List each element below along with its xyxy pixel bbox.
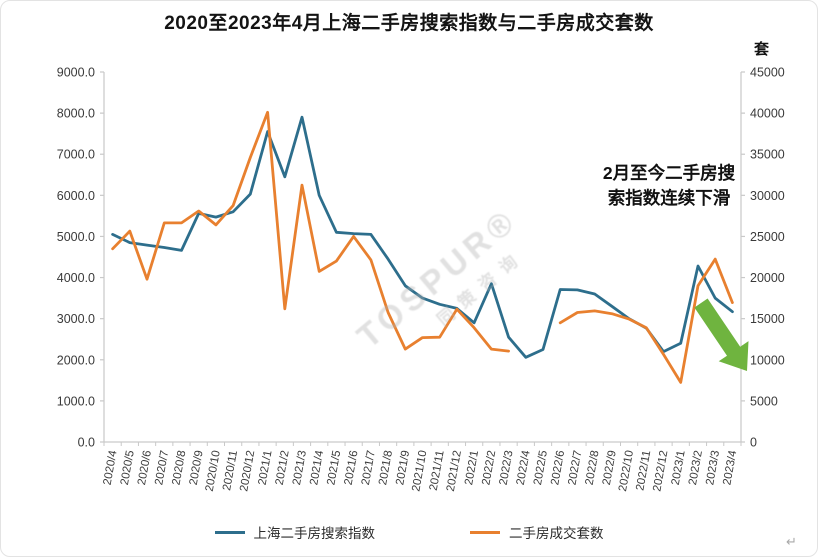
svg-text:9000.0: 9000.0 (57, 66, 95, 80)
svg-text:2022/8: 2022/8 (584, 449, 602, 486)
legend-item-search-index: 上海二手房搜索指数 (214, 522, 376, 542)
svg-text:2020/11: 2020/11 (221, 449, 240, 491)
svg-text:2023/4: 2023/4 (721, 449, 739, 486)
svg-text:1000.0: 1000.0 (57, 394, 95, 408)
line-search-index (111, 115, 734, 359)
legend-label-transactions: 二手房成交套数 (509, 526, 604, 541)
svg-text:2022/5: 2022/5 (532, 449, 550, 486)
svg-text:2021/5: 2021/5 (325, 449, 343, 486)
svg-text:2020/9: 2020/9 (188, 449, 206, 486)
down-trend-arrow-icon (694, 298, 749, 371)
svg-text:2020/7: 2020/7 (153, 449, 171, 486)
svg-text:5000: 5000 (750, 394, 778, 408)
svg-text:30000: 30000 (750, 189, 785, 203)
y-axis-right-labels: 0 5000 10000 15000 20000 25000 30000 35000 40000… (741, 66, 785, 450)
svg-text:2020/12: 2020/12 (238, 449, 257, 492)
annotation-line-2: 索指数连续下滑 (607, 188, 731, 208)
svg-text:2023/1: 2023/1 (670, 449, 688, 486)
svg-text:2021/7: 2021/7 (360, 449, 378, 486)
svg-text:0.0: 0.0 (78, 436, 95, 450)
svg-text:2022/4: 2022/4 (515, 449, 533, 486)
return-mark-icon: ↵ (786, 534, 797, 549)
chart-title: 2020至2023年4月上海二手房搜索指数与二手房成交套数 (164, 13, 654, 34)
svg-text:2021/1: 2021/1 (257, 449, 275, 486)
svg-text:2021/4: 2021/4 (308, 449, 326, 486)
svg-text:10000: 10000 (750, 353, 785, 367)
svg-text:5000.0: 5000.0 (57, 230, 95, 244)
line-transactions (111, 110, 734, 384)
svg-text:2023/3: 2023/3 (704, 449, 722, 486)
svg-text:2021/3: 2021/3 (291, 449, 309, 486)
legend-line-swatch-blue (214, 530, 245, 534)
legend-line-swatch-orange (470, 530, 500, 534)
svg-text:2022/12: 2022/12 (651, 449, 670, 492)
annotation-line-1: 2月至今二手房搜 (602, 163, 736, 183)
svg-text:2021/12: 2021/12 (445, 449, 464, 492)
svg-text:6000.0: 6000.0 (57, 189, 95, 203)
x-axis-labels: 2020/4 2020/5 2020/6 2020/7 2020/8 2020/92020… (102, 442, 742, 492)
svg-text:2020/8: 2020/8 (170, 449, 188, 486)
svg-text:2020/10: 2020/10 (204, 449, 223, 492)
svg-text:2021/10: 2021/10 (410, 449, 429, 492)
svg-text:2022/1: 2022/1 (463, 449, 481, 486)
svg-text:2021/2: 2021/2 (274, 449, 292, 486)
svg-text:2022/7: 2022/7 (566, 449, 584, 486)
axes (103, 72, 742, 443)
svg-text:2021/9: 2021/9 (394, 449, 412, 486)
svg-text:40000: 40000 (750, 107, 785, 121)
svg-text:20000: 20000 (750, 271, 785, 285)
legend-item-transactions: 二手房成交套数 (470, 522, 604, 542)
right-axis-unit-label: 套 (754, 41, 770, 58)
svg-text:2023/2: 2023/2 (687, 449, 705, 486)
svg-text:8000.0: 8000.0 (57, 107, 95, 121)
svg-text:25000: 25000 (750, 230, 785, 244)
svg-text:2020/6: 2020/6 (136, 449, 154, 486)
svg-text:2022/10: 2022/10 (617, 449, 636, 492)
svg-text:35000: 35000 (750, 148, 785, 162)
svg-text:2020/4: 2020/4 (102, 449, 120, 486)
svg-text:3000.0: 3000.0 (57, 312, 95, 326)
svg-text:2022/2: 2022/2 (480, 449, 498, 486)
svg-text:2022/11: 2022/11 (634, 449, 653, 491)
svg-text:15000: 15000 (750, 312, 785, 326)
svg-text:2021/6: 2021/6 (343, 449, 361, 486)
svg-text:2000.0: 2000.0 (57, 353, 95, 367)
svg-text:0: 0 (750, 436, 757, 450)
svg-text:4000.0: 4000.0 (57, 271, 95, 285)
svg-text:2022/9: 2022/9 (601, 449, 619, 486)
svg-text:45000: 45000 (750, 66, 785, 80)
legend: 上海二手房搜索指数 二手房成交套数 (1, 522, 817, 542)
svg-text:7000.0: 7000.0 (57, 148, 95, 162)
svg-text:2021/8: 2021/8 (377, 449, 395, 486)
svg-text:2022/3: 2022/3 (498, 449, 516, 486)
svg-text:2020/5: 2020/5 (119, 449, 137, 486)
legend-label-search-index: 上海二手房搜索指数 (253, 526, 376, 541)
annotation-callout: 2月至今二手房搜 索指数连续下滑 (564, 161, 774, 211)
svg-text:2022/6: 2022/6 (549, 449, 567, 486)
svg-text:2021/11: 2021/11 (428, 449, 447, 491)
y-axis-left-labels: 0.0 1000.0 2000.0 3000.0 4000.0 5000.0 6000.0 7… (57, 66, 104, 450)
